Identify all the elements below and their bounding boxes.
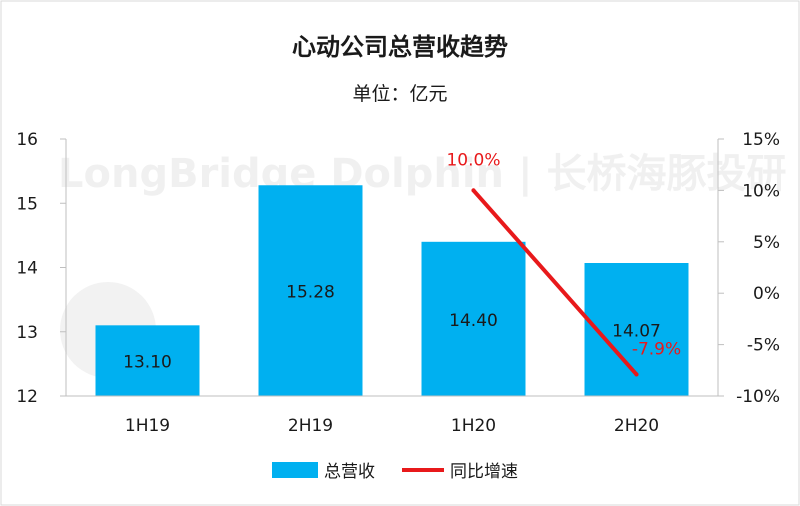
bar-data-label: 14.40 (449, 311, 498, 331)
chart-subtitle: 单位：亿元 (352, 83, 447, 105)
bar-data-label: 15.28 (286, 283, 335, 303)
watermark-layer: LongBridge Dolphin | 长桥海豚投研 (58, 151, 786, 378)
legend: 总营收 同比增速 (272, 462, 518, 482)
bar-1h19 (95, 325, 200, 396)
bar-data-label: 14.07 (612, 322, 661, 342)
watermark-text: LongBridge Dolphin | 长桥海豚投研 (58, 151, 786, 198)
right-axis-tick-label: 10% (742, 181, 780, 201)
x-axis-tick-label: 2H20 (614, 416, 659, 436)
bar-series: 13.10 15.28 14.40 14.07 (95, 185, 689, 396)
bar-data-label: 13.10 (123, 353, 172, 373)
x-axis-tick-label: 1H19 (125, 416, 170, 436)
left-axis-tick-label: 15 (16, 194, 38, 214)
bar-1h20 (421, 241, 526, 396)
right-axis-tick-label: 5% (753, 233, 780, 253)
growth-line (471, 188, 639, 377)
right-axis-tick-label: -10% (736, 387, 780, 407)
chart-title: 心动公司总营收趋势 (292, 33, 508, 61)
right-axis-tick-label: 15% (742, 130, 780, 150)
x-axis-tick-label: 1H20 (451, 416, 496, 436)
growth-data-label: -7.9% (632, 339, 681, 359)
left-axis-tick-label: 13 (16, 323, 38, 343)
right-axis-tick-label: -5% (747, 336, 780, 356)
right-axis-tick-label: 0% (753, 284, 780, 304)
left-axis: 16 15 14 13 12 (16, 130, 67, 407)
right-axis: 15% 10% 5% 0% -5% -10% (717, 130, 780, 407)
legend-bar-label: 总营收 (324, 462, 375, 482)
x-axis-tick-label: 2H19 (288, 416, 333, 436)
growth-point (471, 188, 476, 193)
line-series: 10.0% -7.9% (446, 150, 681, 377)
growth-point (634, 372, 639, 377)
legend-line-label: 同比增速 (450, 462, 518, 482)
left-axis-tick-label: 16 (16, 130, 38, 150)
growth-data-label: 10.0% (446, 150, 500, 170)
left-axis-tick-label: 12 (16, 387, 38, 407)
bar-2h19 (258, 185, 363, 396)
left-axis-tick-label: 14 (16, 259, 38, 279)
x-axis: 1H19 2H19 1H20 2H20 (66, 395, 718, 436)
legend-bar-swatch (272, 462, 318, 478)
